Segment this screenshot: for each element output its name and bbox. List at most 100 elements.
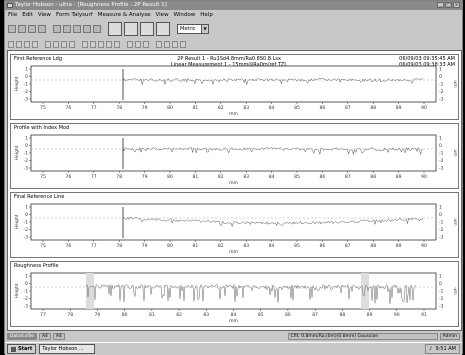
cascade-icon[interactable] <box>172 40 178 48</box>
tile-icon[interactable] <box>164 40 170 48</box>
x-tick-label: 89 <box>396 105 402 111</box>
zoom-in-icon[interactable] <box>45 40 51 48</box>
window-title: Taylor Hobson - ultra - [Roughness Profi… <box>15 2 167 8</box>
start-label: Start <box>18 346 33 352</box>
x-tick-label: 87 <box>312 312 318 318</box>
x-tick-label: 84 <box>269 105 275 111</box>
y-tick-label: 1 <box>25 67 28 73</box>
x-axis-label: mm <box>229 250 238 255</box>
menu-window[interactable]: Window <box>173 11 196 18</box>
fit-icon[interactable] <box>61 40 67 48</box>
maximize-button[interactable]: □ <box>445 2 452 8</box>
x-tick-label: 83 <box>243 243 249 249</box>
menu-measure-analyse[interactable]: Measure & Analyse <box>97 11 151 18</box>
menu-file[interactable]: File <box>8 11 18 18</box>
cut-icon[interactable] <box>53 24 61 33</box>
undo-icon[interactable] <box>83 24 91 33</box>
menu-view-2[interactable]: View <box>155 11 169 18</box>
x-tick-label: 81 <box>193 105 199 111</box>
y-tick-label: 0 <box>25 212 28 218</box>
plot-roughness-profile[interactable]: Roughness Profile 1 1 0 0 -1 -1 -2 -2 -3 -3 77 78 79… <box>10 261 459 327</box>
zoom-icon[interactable] <box>156 21 170 36</box>
menu-form-talysurf[interactable]: Form Talysurf <box>55 11 93 18</box>
right-arrow-icon[interactable] <box>32 40 38 48</box>
new-file-icon[interactable] <box>8 24 16 33</box>
timestamps: 06/09/03 09:35:45 AM 06/09/03 09:38:33 A… <box>399 56 455 68</box>
status-tab-data[interactable]: Data/Lsfile <box>7 333 37 340</box>
y-tick-label-right: -1 <box>439 151 444 157</box>
measure-icon[interactable] <box>108 21 122 36</box>
layout-icon[interactable] <box>156 40 162 48</box>
y-axis-label-right: um <box>452 80 457 87</box>
y-tick-label-right: 1 <box>439 205 442 211</box>
export-icon[interactable] <box>143 40 149 48</box>
left-arrow-icon[interactable] <box>24 40 30 48</box>
zoom-out-icon[interactable] <box>53 40 59 48</box>
filter-icon[interactable] <box>82 40 88 48</box>
form-icon[interactable] <box>98 40 104 48</box>
param-icon[interactable] <box>127 40 133 48</box>
plot-profile-index[interactable]: Profile with Index Mod 1 1 0 0 -1 -1 -2 -2 -3 -3 7… <box>10 123 459 189</box>
y-axis-label-right: um <box>452 287 457 294</box>
status-tab-a4-2[interactable]: A4 <box>52 333 65 340</box>
menu-help[interactable]: Help <box>200 11 213 18</box>
minimize-button[interactable]: _ <box>437 2 444 8</box>
measurement-info: 2P Result 1 - Ru1Sd4.8mm/Ra0.8S0.8.Lsx L… <box>171 56 287 68</box>
x-tick-label: 83 <box>243 105 249 111</box>
level-icon[interactable] <box>90 40 96 48</box>
y-tick-label: -2 <box>24 158 29 164</box>
x-tick-label: 82 <box>218 105 224 111</box>
y-tick-label: -3 <box>24 235 29 241</box>
x-tick-label: 90 <box>394 312 400 318</box>
open-file-icon[interactable] <box>18 24 26 33</box>
x-tick-label: 84 <box>269 174 275 180</box>
x-tick-label: 88 <box>370 243 376 249</box>
x-tick-label: 83 <box>203 312 209 318</box>
x-tick-label: 81 <box>149 312 155 318</box>
analyse-icon[interactable] <box>124 21 138 36</box>
copy-icon[interactable] <box>63 24 71 33</box>
app-icon[interactable] <box>7 3 13 8</box>
report-icon[interactable] <box>135 40 141 48</box>
x-tick-label: 86 <box>320 174 326 180</box>
grid-icon[interactable] <box>69 40 75 48</box>
menu-view[interactable]: View <box>37 11 51 18</box>
taskbar-app-button[interactable]: Taylor Hobson ... <box>39 344 96 354</box>
plot-title: Roughness Profile <box>14 263 59 269</box>
x-tick-label: 85 <box>294 243 300 249</box>
y-tick-label-right: -1 <box>439 220 444 226</box>
y-tick-label-right: -3 <box>439 235 444 241</box>
windows-logo-icon <box>11 346 16 352</box>
roughness-icon[interactable] <box>106 40 112 48</box>
y-axis-label: Height <box>14 214 20 229</box>
settings-icon[interactable] <box>180 40 186 48</box>
system-tray: ♪ 9:51 AM <box>425 344 460 354</box>
speaker-icon[interactable]: ♪ <box>429 346 433 352</box>
units-select[interactable]: Metric ▼ <box>177 23 209 34</box>
select-tool-icon[interactable] <box>8 40 14 48</box>
paste-icon[interactable] <box>73 24 81 33</box>
profile-view-icon[interactable] <box>140 21 154 36</box>
help-icon[interactable] <box>93 24 101 33</box>
x-tick-label: 88 <box>370 105 376 111</box>
menu-edit[interactable]: Edit <box>22 11 33 18</box>
x-tick-label: 77 <box>91 174 97 180</box>
waviness-icon[interactable] <box>114 40 120 48</box>
x-tick-label: 79 <box>142 174 148 180</box>
y-tick-label-right: -1 <box>439 289 444 295</box>
plot-final-reference[interactable]: Final Reference Line 1 1 0 0 -1 -1 -2 -2 -3 -3 75 7… <box>10 192 459 258</box>
status-tab-a4[interactable]: A4 <box>38 333 51 340</box>
y-tick-label-right: 1 <box>439 67 442 73</box>
x-tick-label: 80 <box>167 243 173 249</box>
x-tick-label: 78 <box>116 105 122 111</box>
plot-first-reference[interactable]: First Reference Ldg 2P Result 1 - Ru1Sd4… <box>10 54 459 120</box>
print-icon[interactable] <box>38 24 46 33</box>
x-tick-label: 83 <box>243 174 249 180</box>
x-tick-label: 78 <box>116 243 122 249</box>
close-button[interactable]: × <box>453 2 460 8</box>
save-icon[interactable] <box>28 24 36 33</box>
title-bar[interactable]: Taylor Hobson - ultra - [Roughness Profi… <box>5 1 462 10</box>
cursor-tool-icon[interactable] <box>16 40 22 48</box>
chevron-down-icon[interactable]: ▼ <box>201 24 208 33</box>
start-button[interactable]: Start <box>7 344 37 354</box>
